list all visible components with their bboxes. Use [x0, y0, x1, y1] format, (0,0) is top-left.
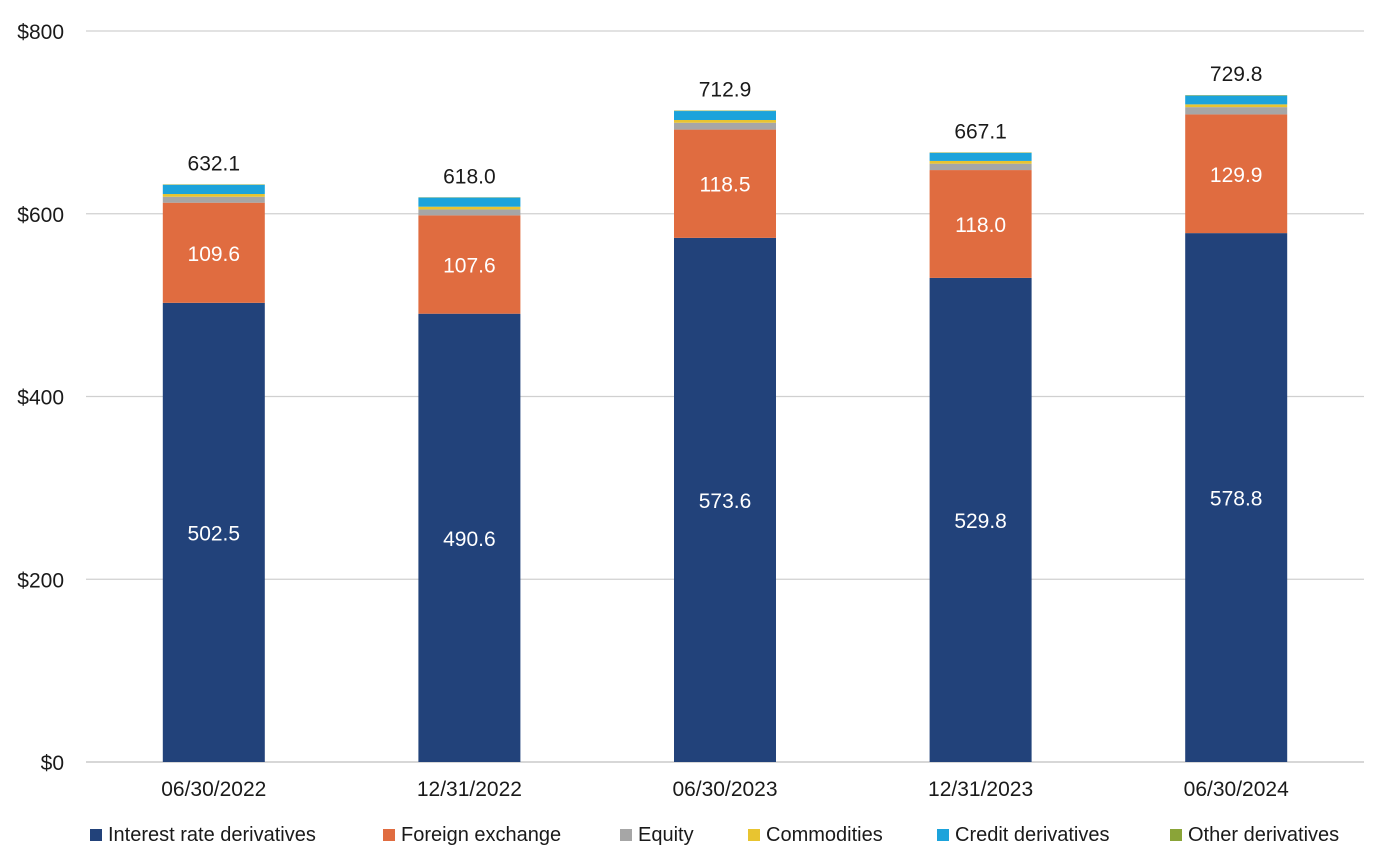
bar-segment [929, 170, 1032, 278]
segment-data-label: 109.6 [188, 243, 241, 266]
legend-item: Commodities [748, 824, 883, 846]
bar-segment [162, 202, 265, 303]
segment-data-label: 502.5 [188, 522, 241, 545]
x-axis-tick-labels: 06/30/2022 12/31/2022 06/30/2023 12/31/2023… [161, 778, 1289, 801]
bars [162, 95, 1288, 763]
x-tick-label: 12/31/2022 [417, 778, 522, 801]
legend-item: Foreign exchange [383, 824, 561, 846]
legend-swatch [748, 829, 760, 841]
legend-item: Credit derivatives [937, 824, 1110, 846]
legend-swatch [1170, 829, 1182, 841]
bar-segment [1185, 114, 1288, 234]
bar-segment [418, 215, 521, 314]
bar-segment [162, 184, 265, 195]
total-data-label: 632.1 [188, 152, 241, 175]
legend: Interest rate derivatives Foreign exchang… [90, 824, 1339, 846]
y-tick-label: $200 [17, 569, 64, 592]
bar-segment [929, 163, 1032, 171]
legend-swatch [383, 829, 395, 841]
bar-segment [1185, 95, 1288, 105]
legend-label: Other derivatives [1188, 824, 1339, 846]
segment-data-label: 578.8 [1210, 488, 1263, 511]
bar-segment [929, 160, 1032, 164]
bar-segment [418, 209, 521, 216]
segment-data-label: 529.8 [954, 510, 1007, 533]
legend-swatch [90, 829, 102, 841]
bar-segment [929, 277, 1032, 762]
bar-segment [1185, 233, 1288, 762]
legend-item: Equity [620, 824, 694, 846]
bar-segment [418, 206, 521, 210]
bar-segment [162, 302, 265, 762]
bar-segment [418, 313, 521, 762]
y-tick-label: $600 [17, 204, 64, 227]
bar-segment [674, 237, 776, 763]
y-tick-label: $800 [17, 21, 64, 44]
bar-segment [674, 119, 776, 123]
x-tick-label: 06/30/2023 [672, 778, 777, 801]
legend-item: Other derivatives [1170, 824, 1339, 846]
legend-swatch [620, 829, 632, 841]
bar-segment [1185, 107, 1288, 115]
legend-label: Commodities [766, 824, 883, 846]
bar-segment [929, 152, 1032, 161]
segment-data-label: 107.6 [443, 255, 496, 278]
bar-segment [162, 196, 265, 203]
segment-data-label: 490.6 [443, 528, 496, 551]
segment-data-label: 129.9 [1210, 164, 1263, 187]
legend-label: Foreign exchange [401, 824, 561, 846]
bar-segment [674, 129, 776, 238]
x-tick-label: 06/30/2022 [161, 778, 266, 801]
segment-data-label: 118.5 [700, 174, 751, 197]
total-data-label: 667.1 [954, 120, 1007, 143]
data-labels: 502.5 109.6 632.1 490.6 107.6 618.0 573.6 118.5… [188, 63, 1263, 551]
total-data-label: 618.0 [443, 165, 496, 188]
y-axis-tick-labels: $0 $200 $400 $600 $800 [17, 21, 64, 775]
bar-segment [418, 197, 521, 207]
segment-data-label: 573.6 [699, 490, 752, 513]
bar-segment [1185, 104, 1288, 108]
segment-data-label: 118.0 [955, 214, 1006, 237]
legend-label: Equity [638, 824, 694, 846]
bar-segment [674, 122, 776, 130]
y-tick-label: $0 [41, 752, 64, 775]
y-tick-label: $400 [17, 387, 64, 410]
legend-item: Interest rate derivatives [90, 824, 316, 846]
x-tick-label: 06/30/2024 [1184, 778, 1289, 801]
x-tick-label: 12/31/2023 [928, 778, 1033, 801]
bar-segment [162, 194, 265, 197]
legend-swatch [937, 829, 949, 841]
bar-segment [674, 111, 776, 120]
legend-label: Credit derivatives [955, 824, 1110, 846]
legend-label: Interest rate derivatives [108, 824, 316, 846]
total-data-label: 729.8 [1210, 63, 1263, 86]
total-data-label: 712.9 [699, 79, 752, 102]
